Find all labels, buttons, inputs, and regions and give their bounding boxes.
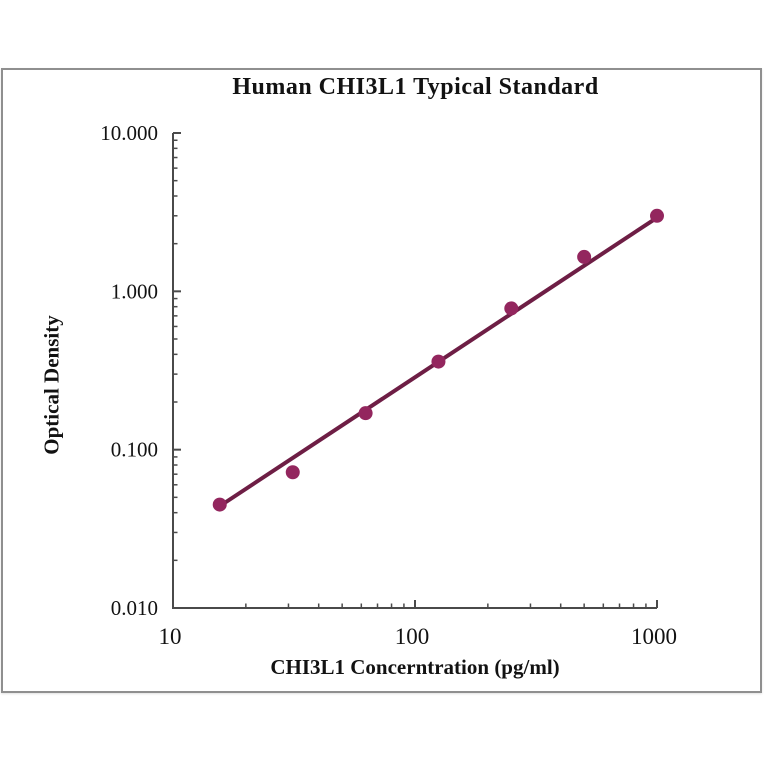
data-point [285,465,300,480]
y-tick-label: 0.010 [111,596,158,620]
chart-panel [1,68,762,693]
y-tick-label: 1.000 [111,279,158,303]
data-point [504,301,519,316]
data-point [577,249,592,264]
x-tick-label: 10 [159,624,182,649]
axis-spine [172,133,657,609]
x-axis-title: CHI3L1 Concerntration (pg/ml) [270,655,560,679]
y-tick-label: 10.000 [100,121,158,145]
x-tick-label: 1000 [631,624,677,649]
data-point [212,497,227,512]
y-tick-label: 0.100 [111,438,158,462]
data-point [358,406,373,421]
data-point [650,208,664,223]
x-tick-label: 100 [395,624,430,649]
data-point [431,354,446,369]
chart-title: Human CHI3L1 Typical Standard [232,74,599,100]
